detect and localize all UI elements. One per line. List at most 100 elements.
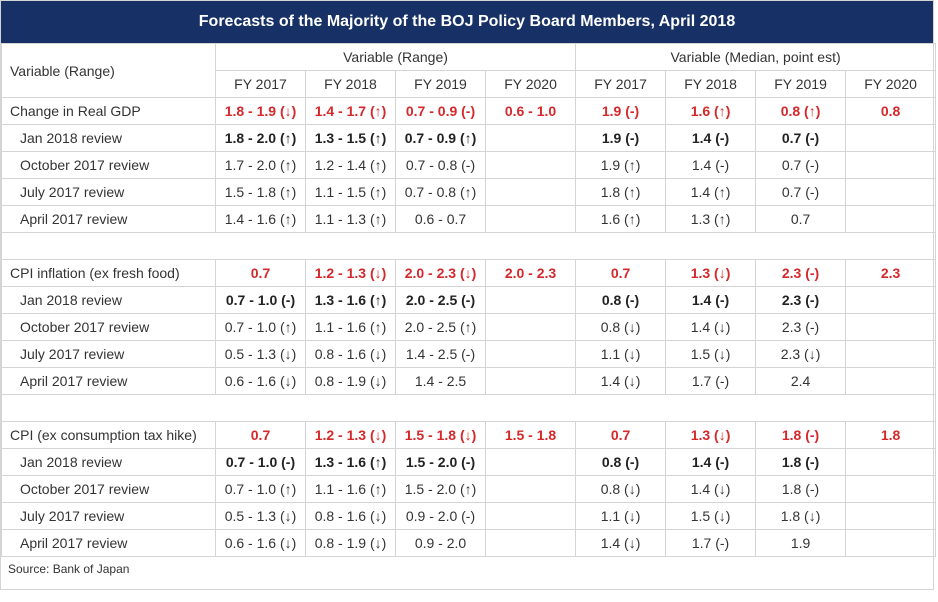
median-cell: 1.4 (↓)	[575, 529, 667, 557]
median-cell: 2.3 (-)	[755, 313, 847, 341]
median-year-header: FY 2017	[575, 70, 667, 98]
range-cell	[484, 151, 577, 179]
range-cell: 0.6 - 1.6 (↓)	[215, 367, 306, 395]
review-row: Jan 2018 review 0.7 - 1.0 (-) 1.3 - 1.6 (↑…	[1, 448, 937, 476]
range-cell	[484, 475, 577, 503]
review-label: July 2017 review	[1, 340, 216, 368]
range-cell	[484, 286, 577, 314]
median-cell: 2.3 (-)	[755, 286, 847, 314]
median-cell: 0.8 (↓)	[575, 475, 667, 503]
range-cell: 1.2 - 1.4 (↑)	[305, 151, 396, 179]
median-cell: 0.7	[575, 421, 667, 449]
range-cell: 2.0 - 2.3 (↓)	[395, 259, 486, 287]
spacer-cell	[0, 394, 937, 422]
median-cell: 1.3 (↑)	[665, 205, 757, 233]
section-row: Change in Real GDP 1.8 - 1.9 (↓) 1.4 - 1.7…	[1, 97, 937, 125]
median-cell: 1.8 (-)	[755, 421, 847, 449]
section-label: CPI (ex consumption tax hike)	[1, 421, 216, 449]
median-cell: 0.8 (↑)	[755, 97, 847, 125]
range-cell: 1.1 - 1.5 (↑)	[305, 178, 396, 206]
range-cell: 1.8 - 1.9 (↓)	[215, 97, 306, 125]
range-cell: 1.4 - 2.5	[395, 367, 486, 395]
median-cell	[845, 124, 937, 152]
median-cell: 1.7 (-)	[665, 367, 757, 395]
median-cell: 1.6 (↑)	[665, 97, 757, 125]
range-cell: 1.1 - 1.3 (↑)	[305, 205, 396, 233]
range-year-header: FY 2017	[215, 70, 306, 98]
range-cell: 1.2 - 1.3 (↓)	[305, 421, 396, 449]
spacer-cell	[0, 232, 937, 260]
median-cell: 1.4 (-)	[665, 286, 757, 314]
range-cell	[484, 124, 577, 152]
range-cell: 1.4 - 1.7 (↑)	[305, 97, 396, 125]
review-row: April 2017 review 0.6 - 1.6 (↓) 0.8 - 1.9 …	[1, 367, 937, 395]
range-cell: 0.7 - 1.0 (-)	[215, 448, 306, 476]
median-cell: 0.8 (↓)	[575, 313, 667, 341]
range-cell: 1.3 - 1.6 (↑)	[305, 286, 396, 314]
range-cell: 1.1 - 1.6 (↑)	[305, 475, 396, 503]
section-label: Change in Real GDP	[1, 97, 216, 125]
section-label: CPI inflation (ex fresh food)	[1, 259, 216, 287]
review-row: April 2017 review 1.4 - 1.6 (↑) 1.1 - 1.3 …	[1, 205, 937, 233]
review-label: Jan 2018 review	[1, 124, 216, 152]
range-cell: 1.5 - 2.0 (-)	[395, 448, 486, 476]
median-cell	[845, 448, 937, 476]
median-cell: 1.9 (↑)	[575, 151, 667, 179]
range-cell	[484, 340, 577, 368]
spacer-row	[0, 394, 937, 422]
median-cell	[845, 529, 937, 557]
median-cell: 1.4 (↓)	[665, 475, 757, 503]
range-group-header: Variable (Range)	[214, 43, 577, 71]
median-cell: 1.5 (↓)	[665, 502, 757, 530]
review-row: July 2017 review 0.5 - 1.3 (↓) 0.8 - 1.6 (…	[1, 502, 937, 530]
median-cell: 1.4 (↑)	[665, 178, 757, 206]
range-cell: 0.7 - 0.8 (-)	[395, 151, 486, 179]
median-cell: 1.9 (-)	[575, 124, 667, 152]
range-cell	[484, 448, 577, 476]
range-cell: 1.4 - 1.6 (↑)	[215, 205, 306, 233]
range-cell: 1.5 - 1.8 (↑)	[215, 178, 306, 206]
median-cell	[845, 340, 937, 368]
median-cell: 2.3 (↓)	[755, 340, 847, 368]
median-cell: 1.8	[845, 421, 937, 449]
median-cell: 1.4 (-)	[665, 151, 757, 179]
range-cell	[484, 313, 577, 341]
range-cell: 0.8 - 1.9 (↓)	[305, 529, 396, 557]
review-label: October 2017 review	[1, 475, 216, 503]
median-cell: 1.8 (-)	[755, 448, 847, 476]
section-row: CPI inflation (ex fresh food) 0.7 1.2 - 1.…	[1, 259, 937, 287]
range-cell: 1.3 - 1.6 (↑)	[305, 448, 396, 476]
range-cell: 0.8 - 1.9 (↓)	[305, 367, 396, 395]
range-cell: 1.8 - 2.0 (↑)	[215, 124, 306, 152]
range-cell: 0.7 - 0.8 (↑)	[395, 178, 486, 206]
review-label: July 2017 review	[1, 502, 216, 530]
range-cell: 0.7 - 0.9 (-)	[395, 97, 486, 125]
range-cell: 0.7	[215, 259, 306, 287]
median-cell: 0.7 (-)	[755, 151, 847, 179]
range-cell	[484, 502, 577, 530]
median-cell	[845, 286, 937, 314]
median-cell: 2.4	[755, 367, 847, 395]
range-cell	[484, 205, 577, 233]
median-cell: 2.3 (-)	[755, 259, 847, 287]
range-cell: 0.9 - 2.0	[395, 529, 486, 557]
median-cell: 1.7 (-)	[665, 529, 757, 557]
review-label: July 2017 review	[1, 178, 216, 206]
range-year-header: FY 2018	[305, 70, 396, 98]
median-cell: 1.5 (↓)	[665, 340, 757, 368]
range-cell: 0.6 - 1.0	[484, 97, 577, 125]
review-row: July 2017 review 0.5 - 1.3 (↓) 0.8 - 1.6 (…	[1, 340, 937, 368]
median-cell	[845, 151, 937, 179]
range-cell: 1.5 - 1.8 (↓)	[395, 421, 486, 449]
median-cell: 1.4 (↓)	[665, 313, 757, 341]
median-year-header: FY 2020	[845, 70, 937, 98]
range-cell: 0.7 - 0.9 (↑)	[395, 124, 486, 152]
range-cell: 0.7 - 1.0 (-)	[215, 286, 306, 314]
range-cell: 0.6 - 0.7	[395, 205, 486, 233]
source-note: Source: Bank of Japan	[8, 562, 130, 576]
range-cell: 1.3 - 1.5 (↑)	[305, 124, 396, 152]
range-year-header: FY 2020	[484, 70, 577, 98]
median-cell: 1.8 (↑)	[575, 178, 667, 206]
median-cell: 0.8 (-)	[575, 448, 667, 476]
median-cell: 1.3 (↓)	[665, 259, 757, 287]
